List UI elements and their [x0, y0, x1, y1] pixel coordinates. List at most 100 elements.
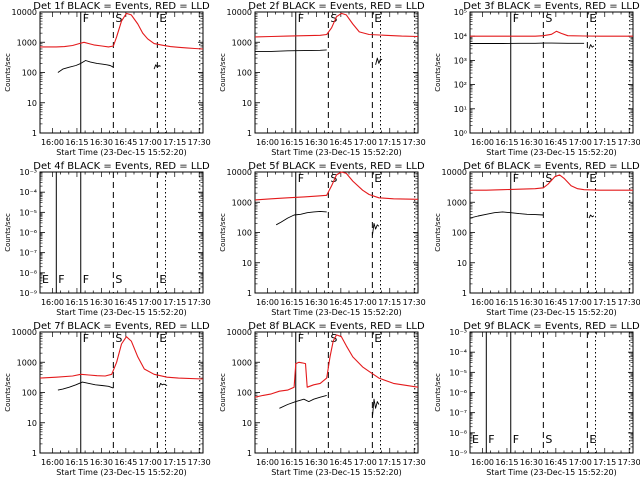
y-axis-label: Counts/sec: [219, 53, 227, 92]
x-axis-label: Start Time (23-Dec-15 15:52:20): [56, 148, 187, 157]
events-series-line: [57, 381, 114, 391]
x-tick-label: 16:00: [256, 458, 279, 467]
y-tick-label: 1000: [232, 198, 252, 207]
panel-title: Det 7f BLACK = Events, RED = LLD: [33, 321, 210, 332]
marker-label: F: [83, 12, 89, 25]
x-tick-label: 16:45: [544, 458, 567, 467]
x-tick-label: 16:00: [256, 138, 279, 147]
x-tick-label: 17:00: [139, 138, 162, 147]
marker-label: S: [330, 172, 337, 185]
x-tick-label: 16:00: [471, 298, 494, 307]
y-axis-label: Counts/sec: [4, 213, 12, 252]
marker-label: S: [115, 12, 122, 25]
x-tick-label: 17:15: [378, 138, 401, 147]
marker-label: E: [159, 12, 166, 25]
y-tick-label: 100: [22, 389, 37, 398]
x-tick-label: 16:00: [41, 298, 64, 307]
x-tick-label: 16:00: [41, 458, 64, 467]
y-axis-label: Counts/sec: [219, 213, 227, 252]
marker-label: E: [159, 273, 166, 286]
y-tick-label: 10¹: [454, 105, 467, 114]
x-tick-label: 16:30: [305, 138, 328, 147]
x-tick-label: 16:45: [329, 458, 352, 467]
x-tick-label: 16:00: [256, 298, 279, 307]
y-tick-label: 1: [32, 129, 37, 138]
chart-panel-det-2: Det 2f BLACK = Events, RED = LLD 1 10 100 10…: [219, 1, 426, 157]
lld-series-line: [254, 12, 419, 38]
y-tick-label: 10000: [442, 168, 467, 177]
chart-panel-det-7: Det 7f BLACK = Events, RED = LLD 1 10 100 10…: [4, 321, 211, 477]
marker-label: E: [374, 12, 381, 25]
x-tick-label: 17:00: [139, 458, 162, 467]
marker-label: E: [589, 12, 596, 25]
events-series-line: [375, 57, 383, 65]
x-tick-label: 17:30: [188, 138, 211, 147]
x-tick-label: 16:45: [114, 458, 137, 467]
chart-panel-det-3: Det 3f BLACK = Events, RED = LLD 10⁰ 10¹ 10…: [434, 1, 640, 157]
x-tick-label: 16:45: [544, 298, 567, 307]
y-axis-label: Counts/sec: [434, 53, 442, 92]
events-series-line: [588, 44, 595, 50]
y-axis-label: Counts/sec: [434, 373, 442, 412]
x-axis-label: Start Time (23-Dec-15 15:52:20): [271, 148, 402, 157]
y-tick-label: 10⁻⁴: [19, 188, 37, 197]
x-axis-label: Start Time (23-Dec-15 15:52:20): [486, 148, 617, 157]
panel-title: Det 5f BLACK = Events, RED = LLD: [248, 161, 425, 172]
events-series-line: [158, 382, 168, 388]
y-tick-label: 10: [27, 419, 37, 428]
x-tick-label: 16:15: [65, 458, 88, 467]
x-tick-label: 17:00: [354, 138, 377, 147]
y-tick-label: 10⁻⁸: [19, 269, 37, 278]
y-tick-label: 10000: [227, 8, 252, 17]
y-tick-label: 100: [22, 69, 37, 78]
x-tick-label: 16:15: [280, 458, 303, 467]
marker-label: F: [83, 332, 89, 345]
x-tick-label: 16:00: [471, 138, 494, 147]
y-tick-label: 10⁻³: [449, 328, 467, 337]
x-tick-label: 17:15: [378, 298, 401, 307]
marker-label: F: [58, 273, 64, 286]
y-tick-label: 10⁵: [454, 8, 467, 17]
x-tick-label: 17:30: [618, 298, 640, 307]
x-tick-label: 16:45: [329, 138, 352, 147]
y-tick-label: 10⁴: [454, 32, 467, 41]
x-tick-label: 17:15: [163, 458, 186, 467]
x-tick-label: 16:15: [280, 138, 303, 147]
y-tick-label: 1: [32, 449, 37, 458]
marker-label: S: [115, 273, 122, 286]
chart-panel-det-8: Det 8f BLACK = Events, RED = LLD 1 10 100 10…: [219, 321, 426, 477]
x-tick-label: 17:15: [593, 458, 616, 467]
x-tick-label: 16:30: [520, 138, 543, 147]
y-tick-label: 1000: [232, 38, 252, 47]
events-series-line: [371, 222, 380, 236]
lld-series-line: [254, 171, 419, 201]
x-tick-label: 16:30: [520, 298, 543, 307]
x-tick-label: 17:15: [593, 138, 616, 147]
x-axis-label: Start Time (23-Dec-15 15:52:20): [486, 468, 617, 477]
marker-label: F: [488, 433, 494, 446]
x-tick-label: 17:00: [139, 298, 162, 307]
x-tick-label: 17:00: [354, 458, 377, 467]
x-tick-label: 16:15: [495, 458, 518, 467]
marker-label: E: [374, 332, 381, 345]
marker-label: S: [545, 12, 552, 25]
y-tick-label: 100: [452, 229, 467, 238]
y-tick-label: 1000: [447, 198, 467, 207]
events-series-line: [275, 210, 327, 226]
events-series-line: [469, 211, 544, 219]
panel-title: Det 3f BLACK = Events, RED = LLD: [463, 1, 640, 12]
y-tick-label: 10⁻⁹: [449, 449, 467, 458]
x-axis-label: Start Time (23-Dec-15 15:52:20): [271, 468, 402, 477]
x-tick-label: 17:15: [163, 298, 186, 307]
lld-series-line: [254, 334, 419, 398]
panel-title: Det 2f BLACK = Events, RED = LLD: [248, 1, 425, 12]
x-axis-label: Start Time (23-Dec-15 15:52:20): [486, 308, 617, 317]
x-tick-label: 17:30: [403, 298, 426, 307]
x-tick-label: 17:30: [618, 138, 640, 147]
y-tick-label: 10⁻⁸: [449, 429, 467, 438]
x-tick-label: 17:00: [354, 298, 377, 307]
x-tick-label: 17:30: [618, 458, 640, 467]
lld-series-line: [39, 336, 204, 380]
y-tick-label: 1000: [232, 358, 252, 367]
